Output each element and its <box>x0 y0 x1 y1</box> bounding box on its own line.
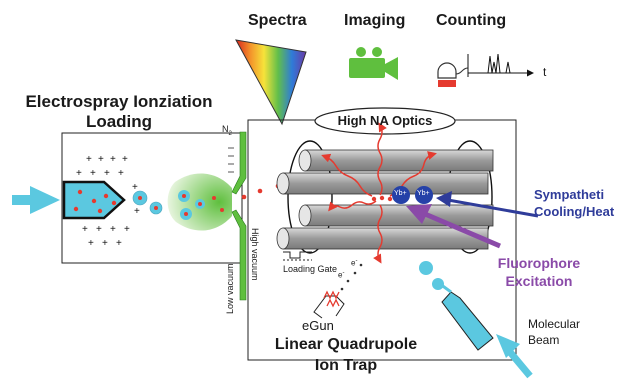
rod-lower <box>298 204 494 227</box>
svg-text:+: + <box>86 154 92 165</box>
fluorophore-excitation-line1: Fluorophore <box>497 255 581 271</box>
high-vacuum-label: High vacuum <box>250 228 260 281</box>
electrospray-capillary <box>62 180 126 220</box>
photon-counter-icon <box>437 62 469 87</box>
sympathetic-cooling-line1: Sympatheti <box>534 187 605 202</box>
svg-text:+: + <box>110 224 116 235</box>
desolvating-droplets <box>178 190 224 220</box>
sympathetic-cooling-arrow <box>436 191 539 218</box>
rod-top <box>298 149 494 172</box>
fluorophore-excitation-label: Fluorophore Excitation <box>486 254 592 290</box>
fluorophore-excitation-line2: Excitation <box>505 273 573 289</box>
n2-label-subscript: 2 <box>228 130 232 137</box>
imaging-label: Imaging <box>344 12 406 29</box>
charge-signs: + + + + + + + + + + + + + + + ++ <box>76 154 140 249</box>
yb-ion-2-label: Yb+ <box>417 190 430 197</box>
molecular-beam-arrow <box>496 334 533 379</box>
svg-text:+: + <box>116 238 122 249</box>
svg-text:+: + <box>132 182 138 193</box>
molecular-beam-line2: Beam <box>528 333 560 347</box>
svg-text:+: + <box>102 238 108 249</box>
gas-dashes <box>228 147 234 173</box>
electrospray-title-line2: Loading <box>85 112 153 131</box>
n2-label-main: N <box>222 124 229 134</box>
electron-label-2: e- <box>351 258 357 268</box>
yb-ion-1 <box>392 186 410 204</box>
svg-text:+: + <box>96 224 102 235</box>
electron-label-1-superscript: - <box>342 270 345 276</box>
svg-text:+: + <box>82 224 88 235</box>
trap-title-line1: Linear Quadrupole <box>274 336 418 353</box>
time-axis-label: t <box>543 65 547 79</box>
svg-text:+: + <box>76 168 82 179</box>
trapped-ion-dots <box>371 195 393 202</box>
end-cap-ring-left <box>287 140 333 254</box>
molecular-beam-source <box>439 282 494 351</box>
spectra-label: Spectra <box>248 12 307 29</box>
electrospray-title-line1: Electrospray Ionziation <box>25 92 213 111</box>
yb-ion-1-label: Yb+ <box>394 190 407 197</box>
svg-text:+: + <box>134 206 140 217</box>
electron-label-2-main: e <box>351 258 356 268</box>
optics-label: High NA Optics <box>337 113 433 128</box>
svg-text:+: + <box>124 224 130 235</box>
svg-text:+: + <box>118 168 124 179</box>
input-arrow <box>12 186 60 214</box>
counting-label: Counting <box>436 12 507 29</box>
electrospray-title: Electrospray Ionziation Loading <box>8 92 230 132</box>
svg-text:+: + <box>104 168 110 179</box>
trap-title: Linear Quadrupole Ion Trap <box>246 334 446 376</box>
electron-label-1: e- <box>338 270 344 280</box>
egun-label: eGun <box>302 318 334 333</box>
charged-droplets <box>132 190 163 215</box>
molecule-particles <box>419 261 444 290</box>
ion-beam-dots <box>241 183 281 200</box>
sympathetic-cooling-label: Sympatheti Cooling/Heat <box>534 186 614 220</box>
egun-icon <box>313 290 345 319</box>
fluorophore-excitation-arrow <box>406 204 501 249</box>
yb-ion-2 <box>415 186 433 204</box>
svg-text:+: + <box>122 154 128 165</box>
svg-text:+: + <box>90 168 96 179</box>
quadrupole-rods <box>276 149 494 250</box>
molecular-beam-label: Molecular Beam <box>528 316 580 348</box>
low-vacuum-label: Low vacuum <box>225 263 235 314</box>
camera-icon <box>349 47 398 80</box>
svg-text:+: + <box>98 154 104 165</box>
electron-label-1-main: e <box>338 270 343 280</box>
rod-middle <box>276 172 489 195</box>
molecular-beam-line1: Molecular <box>528 317 581 331</box>
loading-gate-label: Loading Gate <box>283 264 338 274</box>
trap-title-line2: Ion Trap <box>314 357 378 374</box>
loading-gate <box>283 251 312 261</box>
spectra-prism-icon <box>235 39 307 126</box>
skimmer-wall <box>231 131 247 301</box>
svg-text:+: + <box>110 154 116 165</box>
sympathetic-cooling-line2: Cooling/Heat <box>534 204 615 219</box>
high-na-optics-lens <box>314 107 456 135</box>
photon-count-trace <box>467 53 534 77</box>
electron-dots <box>340 263 363 291</box>
svg-text:+: + <box>88 238 94 249</box>
n2-label: N2 <box>222 124 232 137</box>
electron-label-2-superscript: - <box>355 258 358 264</box>
